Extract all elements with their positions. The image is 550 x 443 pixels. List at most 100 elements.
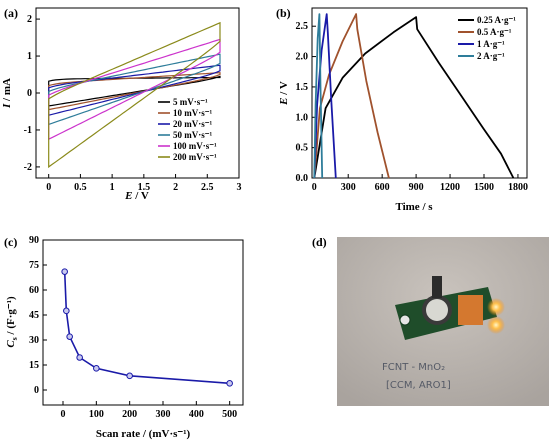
panel-d: (d) FCNT - MnO₂ [CCM, ARO1]	[312, 235, 549, 406]
panel-d-label: (d)	[312, 235, 327, 249]
pb-x-tick-label: 1200	[440, 182, 460, 193]
panel-a-legend-label: 10 mV·s⁻¹	[173, 108, 213, 118]
panel-c-label: (c)	[4, 235, 17, 249]
photo-mount-hole	[399, 314, 411, 326]
panel-b-series-line	[313, 13, 390, 179]
pa-y-tick-label: 2	[27, 14, 32, 25]
panel-b-legend: 0.25 A·g⁻¹ 0.5 A·g⁻¹ 1 A·g⁻¹ 2 A·g⁻¹	[458, 15, 516, 61]
panel-b-series-lines	[313, 13, 515, 179]
pb-x-tick-label: 900	[409, 182, 424, 193]
photo-electrode-lead	[432, 276, 442, 298]
photo-handwriting-line1: FCNT - MnO₂	[382, 362, 445, 373]
pb-y-tick-label: 0.0	[296, 173, 309, 184]
panel-a-series-loop	[48, 64, 221, 116]
panel-a-y-axis-label: I / mA	[1, 78, 13, 109]
panel-b-legend-label: 2 A·g⁻¹	[477, 51, 505, 61]
panel-c-y-axis-label: Cs / (F·g⁻¹)	[5, 296, 19, 348]
panel-a-legend-label: 100 mV·s⁻¹	[173, 141, 217, 151]
panel-a-series-loop	[48, 72, 221, 111]
pc-x-tick-label: 200	[122, 409, 137, 420]
panel-c-series-line	[63, 271, 230, 385]
pa-x-tick-label: 2	[173, 182, 178, 193]
panel-a-x-axis-label: E / V	[124, 190, 149, 202]
pb-y-tick-label: 1.5	[296, 82, 309, 93]
pc-x-tick-label: 300	[156, 409, 171, 420]
panel-c-y-ticks: 0 15 30 45 60 75 90	[29, 235, 47, 396]
pc-y-tick-label: 0	[34, 385, 39, 396]
panel-c-data-point	[63, 307, 70, 315]
panel-b-series-line	[313, 13, 324, 179]
pc-x-tick-label: 100	[89, 409, 104, 420]
photo-led-top	[487, 298, 505, 316]
panel-b-series-line	[313, 16, 515, 179]
panel-c-data-point	[93, 365, 100, 372]
panel-a-legend-label: 50 mV·s⁻¹	[173, 130, 213, 140]
pb-x-tick-label: 1500	[474, 182, 494, 193]
panel-a-legend-label: 5 mV·s⁻¹	[173, 97, 208, 107]
pb-x-tick-label: 300	[341, 182, 356, 193]
photo-handwriting-line2: [CCM, ARO1]	[386, 380, 451, 391]
pc-y-tick-label: 15	[29, 360, 39, 371]
panel-b-label: (b)	[276, 6, 291, 20]
panel-a-legend-label: 20 mV·s⁻¹	[173, 119, 213, 129]
panel-a-series-loop	[48, 53, 221, 126]
pc-y-tick-label: 30	[29, 335, 39, 346]
pb-x-tick-label: 1800	[508, 182, 528, 193]
panel-a: (a) 0 0.5 1 1.5 2 2.5 3 -2 -1 0 1 2 5 mV·s⁻¹10 mV·…	[1, 6, 242, 202]
pc-x-tick-label: 500	[222, 409, 237, 420]
pc-x-tick-label: 0	[61, 409, 66, 420]
panel-c: (c) 0 100 200 300 400 500 0 15 30 45 60 75 90 Scan …	[4, 235, 244, 440]
panel-c-data-point	[61, 268, 68, 275]
pb-x-tick-label: 600	[375, 182, 390, 193]
panel-b-series-line	[313, 13, 337, 179]
panel-a-series-lines	[48, 21, 221, 169]
panel-c-data-point	[66, 333, 73, 340]
panel-a-legend-label: 200 mV·s⁻¹	[173, 152, 217, 162]
pa-y-tick-label: 1	[27, 51, 32, 62]
pa-x-tick-label: 2.5	[201, 182, 214, 193]
panel-b-legend-label: 0.25 A·g⁻¹	[477, 15, 516, 25]
pa-x-tick-label: 0	[46, 182, 51, 193]
panel-a-series-loop	[48, 21, 221, 169]
pc-y-tick-label: 75	[29, 260, 39, 271]
pa-x-tick-label: 0.5	[74, 182, 87, 193]
panel-c-series-lines	[61, 268, 233, 387]
pc-y-tick-label: 60	[29, 285, 39, 296]
panel-a-label: (a)	[4, 6, 18, 20]
pc-y-tick-label: 45	[29, 310, 39, 321]
pc-x-tick-label: 400	[189, 409, 204, 420]
panel-c-plot-frame	[42, 239, 244, 406]
panel-b-legend-label: 1 A·g⁻¹	[477, 39, 505, 49]
pa-y-tick-label: -1	[24, 125, 32, 136]
pa-y-tick-label: -2	[24, 162, 32, 173]
panel-b-x-axis-label: Time / s	[395, 201, 433, 213]
panel-b-legend-label: 0.5 A·g⁻¹	[477, 27, 512, 37]
pa-x-tick-label: 1.5	[138, 182, 151, 193]
pb-y-tick-label: 0.5	[296, 143, 309, 154]
pb-y-tick-label: 1.0	[296, 112, 309, 123]
photo-connector	[458, 295, 483, 325]
panel-b: (b) 0 300 600 900 1200 1500 1800 0.0 0.5 1.0 1.5 2…	[276, 6, 528, 213]
panel-c-data-point	[226, 380, 233, 387]
panel-b-plot-frame	[311, 7, 528, 179]
pb-x-tick-label: 0	[312, 182, 317, 193]
panel-a-y-ticks: -2 -1 0 1 2	[24, 14, 40, 173]
panel-b-x-ticks: 0 300 600 900 1200 1500 1800	[312, 174, 528, 193]
panel-a-x-ticks: 0 0.5 1 1.5 2 2.5 3	[46, 174, 242, 193]
photo-led-bottom	[487, 316, 505, 334]
pa-y-tick-label: 0	[27, 88, 32, 99]
panel-a-series-loop	[48, 38, 221, 141]
panel-c-data-point	[76, 354, 83, 361]
panel-c-x-ticks: 0 100 200 300 400 500	[61, 401, 237, 420]
pb-y-tick-label: 2.5	[296, 21, 309, 32]
pa-x-tick-label: 3	[237, 182, 242, 193]
pc-y-tick-label: 90	[29, 235, 39, 246]
pb-y-tick-label: 2.0	[296, 52, 309, 63]
photo-coin-cell	[426, 299, 448, 321]
panel-b-y-axis-label: E / V	[278, 81, 290, 106]
panel-c-x-axis-label: Scan rate / (mV·s⁻¹)	[96, 428, 191, 440]
panel-b-y-ticks: 0.0 0.5 1.0 1.5 2.0 2.5	[296, 21, 316, 184]
pa-x-tick-label: 1	[110, 182, 115, 193]
